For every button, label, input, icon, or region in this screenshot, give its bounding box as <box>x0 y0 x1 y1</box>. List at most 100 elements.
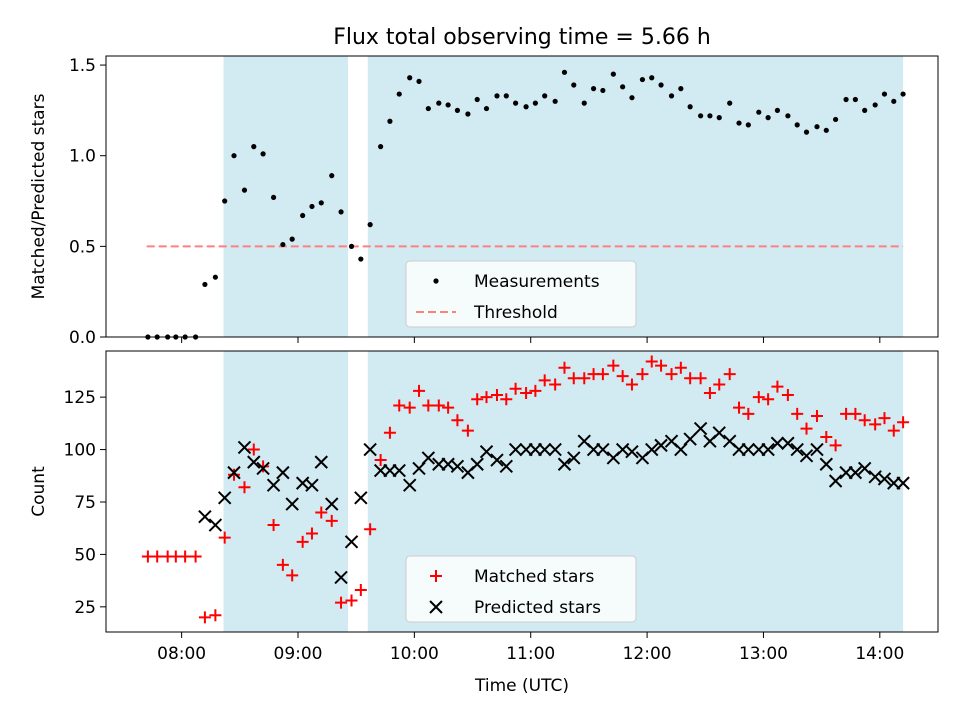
measurement-point <box>338 209 344 215</box>
measurement-point <box>765 115 771 121</box>
legend-label-measurements: Measurements <box>474 272 600 292</box>
y-tick-label: 100 <box>64 441 96 461</box>
matched-star-point <box>869 418 882 431</box>
matched-star-point <box>529 384 542 397</box>
measurement-point <box>707 113 713 119</box>
predicted-star-point <box>828 474 843 488</box>
predicted-star-point <box>470 457 484 471</box>
predicted-star-point <box>421 451 436 465</box>
measurement-point <box>774 107 781 113</box>
matched-star-point <box>189 550 202 563</box>
predicted-star-point <box>392 463 406 478</box>
legend-label-predicted-stars: Predicted stars <box>474 598 601 618</box>
predicted-star-point <box>325 497 339 511</box>
matched-star-point <box>325 514 338 527</box>
matched-star-point <box>636 368 649 381</box>
matched-star-point <box>179 550 192 563</box>
y-tick-label: 0.5 <box>69 237 96 257</box>
predicted-star-point <box>799 449 814 463</box>
legend-label-threshold: Threshold <box>473 303 558 323</box>
predicted-star-point <box>693 421 708 436</box>
measurement-point <box>523 104 529 110</box>
matched-star-point <box>781 389 794 402</box>
matched-star-point <box>315 506 328 519</box>
measurement-point <box>503 93 509 99</box>
measurement-point <box>542 93 548 99</box>
matched-star-point <box>558 361 571 374</box>
predicted-star-point <box>625 444 639 459</box>
measurement-point <box>407 75 413 81</box>
predicted-star-point <box>790 442 804 457</box>
predicted-star-point <box>741 442 756 457</box>
matched-star-point <box>247 443 260 456</box>
measurement-point <box>814 124 820 130</box>
measurement-point <box>436 100 442 106</box>
measurement-point <box>571 82 577 88</box>
measurement-point <box>833 116 839 123</box>
matched-star-point <box>878 412 891 425</box>
measurement-point <box>513 100 519 106</box>
matched-star-point <box>538 374 551 387</box>
measurement-point <box>687 104 693 110</box>
matched-star-point <box>267 519 280 532</box>
matched-star-point <box>703 386 716 399</box>
predicted-star-point <box>334 570 348 585</box>
measurement-point <box>260 151 266 157</box>
predicted-star-point <box>217 491 232 505</box>
matched-star-point <box>335 596 348 609</box>
predicted-star-point <box>479 444 494 459</box>
matched-star-point <box>422 399 435 412</box>
y-tick-label: 1.5 <box>69 56 96 76</box>
measurement-point <box>367 222 373 228</box>
matched-star-point <box>151 550 164 563</box>
measurement-point <box>803 129 810 135</box>
measurement-point <box>532 100 538 106</box>
y-tick-label: 75 <box>74 493 96 513</box>
x-tick-label: 14:00 <box>855 644 904 664</box>
measurement-point <box>289 236 295 242</box>
measurement-point <box>454 107 461 113</box>
y-tick-label: 1.0 <box>69 147 96 167</box>
matched-star-point <box>674 361 687 374</box>
predicted-star-point <box>363 442 377 457</box>
matched-star-point <box>655 359 668 372</box>
matched-star-point <box>829 439 842 452</box>
matched-star-point <box>616 370 629 383</box>
matched-star-point <box>665 368 678 381</box>
matched-star-point <box>198 611 211 624</box>
matched-star-point <box>490 389 503 402</box>
matched-star-point <box>238 481 251 494</box>
matched-star-point <box>578 372 591 385</box>
count-panel-y-ticks: 25 50 75 100 125 <box>64 388 106 618</box>
measurement-point <box>698 113 704 119</box>
predicted-star-point <box>770 436 785 450</box>
legend-box <box>405 555 637 623</box>
legend-marker-predicted-stars <box>429 600 443 614</box>
count-points <box>141 355 910 624</box>
measurement-point <box>270 194 277 201</box>
measurement-point <box>900 91 906 97</box>
measurement-point <box>891 98 897 104</box>
matched-star-point <box>480 391 493 404</box>
ratio-panel-y-ticks: 0.0 0.5 1.0 1.5 <box>69 56 106 348</box>
measurement-point <box>445 102 451 108</box>
measurement-point <box>649 75 655 81</box>
predicted-star-point <box>344 535 359 549</box>
measurement-point <box>309 203 315 210</box>
predicted-star-point <box>499 459 513 474</box>
measurement-point <box>716 115 722 121</box>
measurement-point <box>794 122 800 128</box>
ratio-panel: 0.0 0.5 1.0 1.5 Matched/Predicted stars Mea… <box>29 55 939 348</box>
measurement-point <box>329 173 335 179</box>
matched-star-point <box>596 368 609 381</box>
matched-star-point <box>354 584 367 597</box>
predicted-star-point <box>354 491 368 505</box>
predicted-star-point <box>848 465 863 480</box>
matched-star-point <box>461 424 474 437</box>
predicted-star-point <box>314 455 328 469</box>
matched-star-point <box>800 422 813 435</box>
measurement-point <box>668 93 675 99</box>
predicted-star-point <box>537 442 552 457</box>
matched-star-point <box>509 382 522 395</box>
measurement-point <box>231 153 237 159</box>
